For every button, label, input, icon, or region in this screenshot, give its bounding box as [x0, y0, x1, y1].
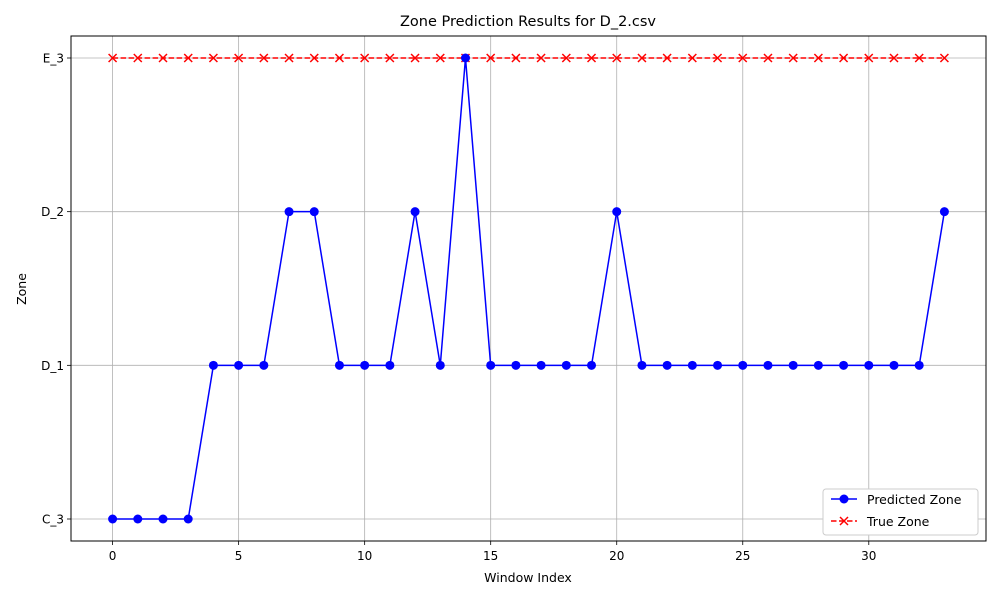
data-point — [839, 53, 849, 63]
data-point — [536, 53, 546, 63]
legend-true-label: True Zone — [866, 514, 930, 529]
data-point — [889, 360, 899, 370]
data-point — [309, 53, 319, 63]
y-tick-label: C_3 — [42, 513, 64, 527]
data-point — [788, 360, 798, 370]
data-point — [284, 53, 294, 63]
data-point — [914, 53, 924, 63]
data-point — [334, 53, 344, 63]
legend-predicted-label: Predicted Zone — [867, 492, 962, 507]
x-tick-label: 5 — [235, 549, 243, 563]
data-point — [788, 53, 798, 63]
data-point — [738, 53, 748, 63]
data-point — [183, 53, 193, 63]
data-point — [360, 360, 370, 370]
data-point — [385, 360, 395, 370]
data-point — [385, 53, 395, 63]
data-point — [561, 53, 571, 63]
data-point — [939, 53, 949, 63]
data-point — [864, 360, 874, 370]
data-point — [511, 360, 521, 370]
data-point — [637, 360, 647, 370]
data-point — [234, 360, 244, 370]
data-point — [713, 53, 723, 63]
data-point — [259, 360, 269, 370]
data-point — [662, 53, 672, 63]
x-tick-label: 15 — [483, 549, 498, 563]
data-point — [435, 360, 445, 370]
data-point — [158, 53, 168, 63]
data-point — [183, 514, 193, 524]
data-point — [259, 53, 269, 63]
legend-x-glyph — [839, 516, 849, 526]
data-point — [486, 360, 496, 370]
data-point — [108, 53, 118, 63]
data-point — [586, 53, 597, 63]
series-line — [112, 57, 946, 520]
data-point — [234, 53, 244, 63]
data-point — [360, 53, 370, 63]
data-point — [486, 53, 496, 63]
data-point — [637, 53, 647, 63]
legend-predicted-marker — [839, 494, 849, 504]
data-point — [133, 53, 143, 63]
data-point — [839, 360, 849, 370]
legend: Predicted Zone True Zone — [822, 488, 979, 536]
data-point — [713, 360, 723, 370]
x-tick-label: 20 — [609, 549, 624, 563]
x-tick-label: 30 — [861, 549, 876, 563]
series-true-zone — [108, 53, 949, 63]
x-tick-label: 0 — [109, 549, 117, 563]
data-point — [763, 360, 773, 370]
data-point — [435, 53, 445, 63]
legend-true-marker — [839, 516, 849, 526]
data-point — [410, 207, 420, 217]
data-point — [410, 53, 420, 63]
series-predicted-zone — [108, 53, 949, 524]
data-point — [738, 360, 748, 370]
y-axis-label: Zone — [14, 273, 29, 305]
data-point — [334, 360, 344, 370]
data-point — [813, 53, 823, 63]
data-point — [813, 360, 823, 370]
x-tick-label: 10 — [357, 549, 372, 563]
data-point — [763, 53, 773, 63]
data-point — [158, 514, 168, 524]
legend-box — [822, 488, 979, 536]
data-point — [309, 207, 319, 217]
y-tick-label: D_1 — [41, 359, 64, 373]
x-tick-label: 25 — [735, 549, 750, 563]
data-point — [612, 53, 622, 63]
data-point — [864, 53, 874, 63]
data-point — [612, 207, 622, 217]
data-point — [460, 53, 470, 63]
data-point — [587, 360, 597, 370]
data-point — [536, 360, 546, 370]
data-point — [208, 53, 218, 63]
y-tick-label: D_2 — [41, 205, 64, 219]
data-point — [687, 360, 697, 370]
data-point — [662, 360, 672, 370]
data-point — [687, 53, 697, 63]
chart-title: Zone Prediction Results for D_2.csv — [400, 14, 656, 30]
data-point — [939, 207, 949, 217]
plot-area-frame — [70, 35, 987, 542]
data-point — [561, 360, 571, 370]
data-point — [914, 360, 924, 370]
data-point — [133, 514, 143, 524]
y-tick-label: E_3 — [43, 52, 64, 66]
data-point — [208, 360, 218, 370]
x-axis-label: Window Index — [484, 570, 572, 585]
data-point — [108, 514, 118, 524]
data-point — [889, 53, 899, 63]
data-point — [511, 53, 521, 63]
data-point — [284, 207, 294, 217]
